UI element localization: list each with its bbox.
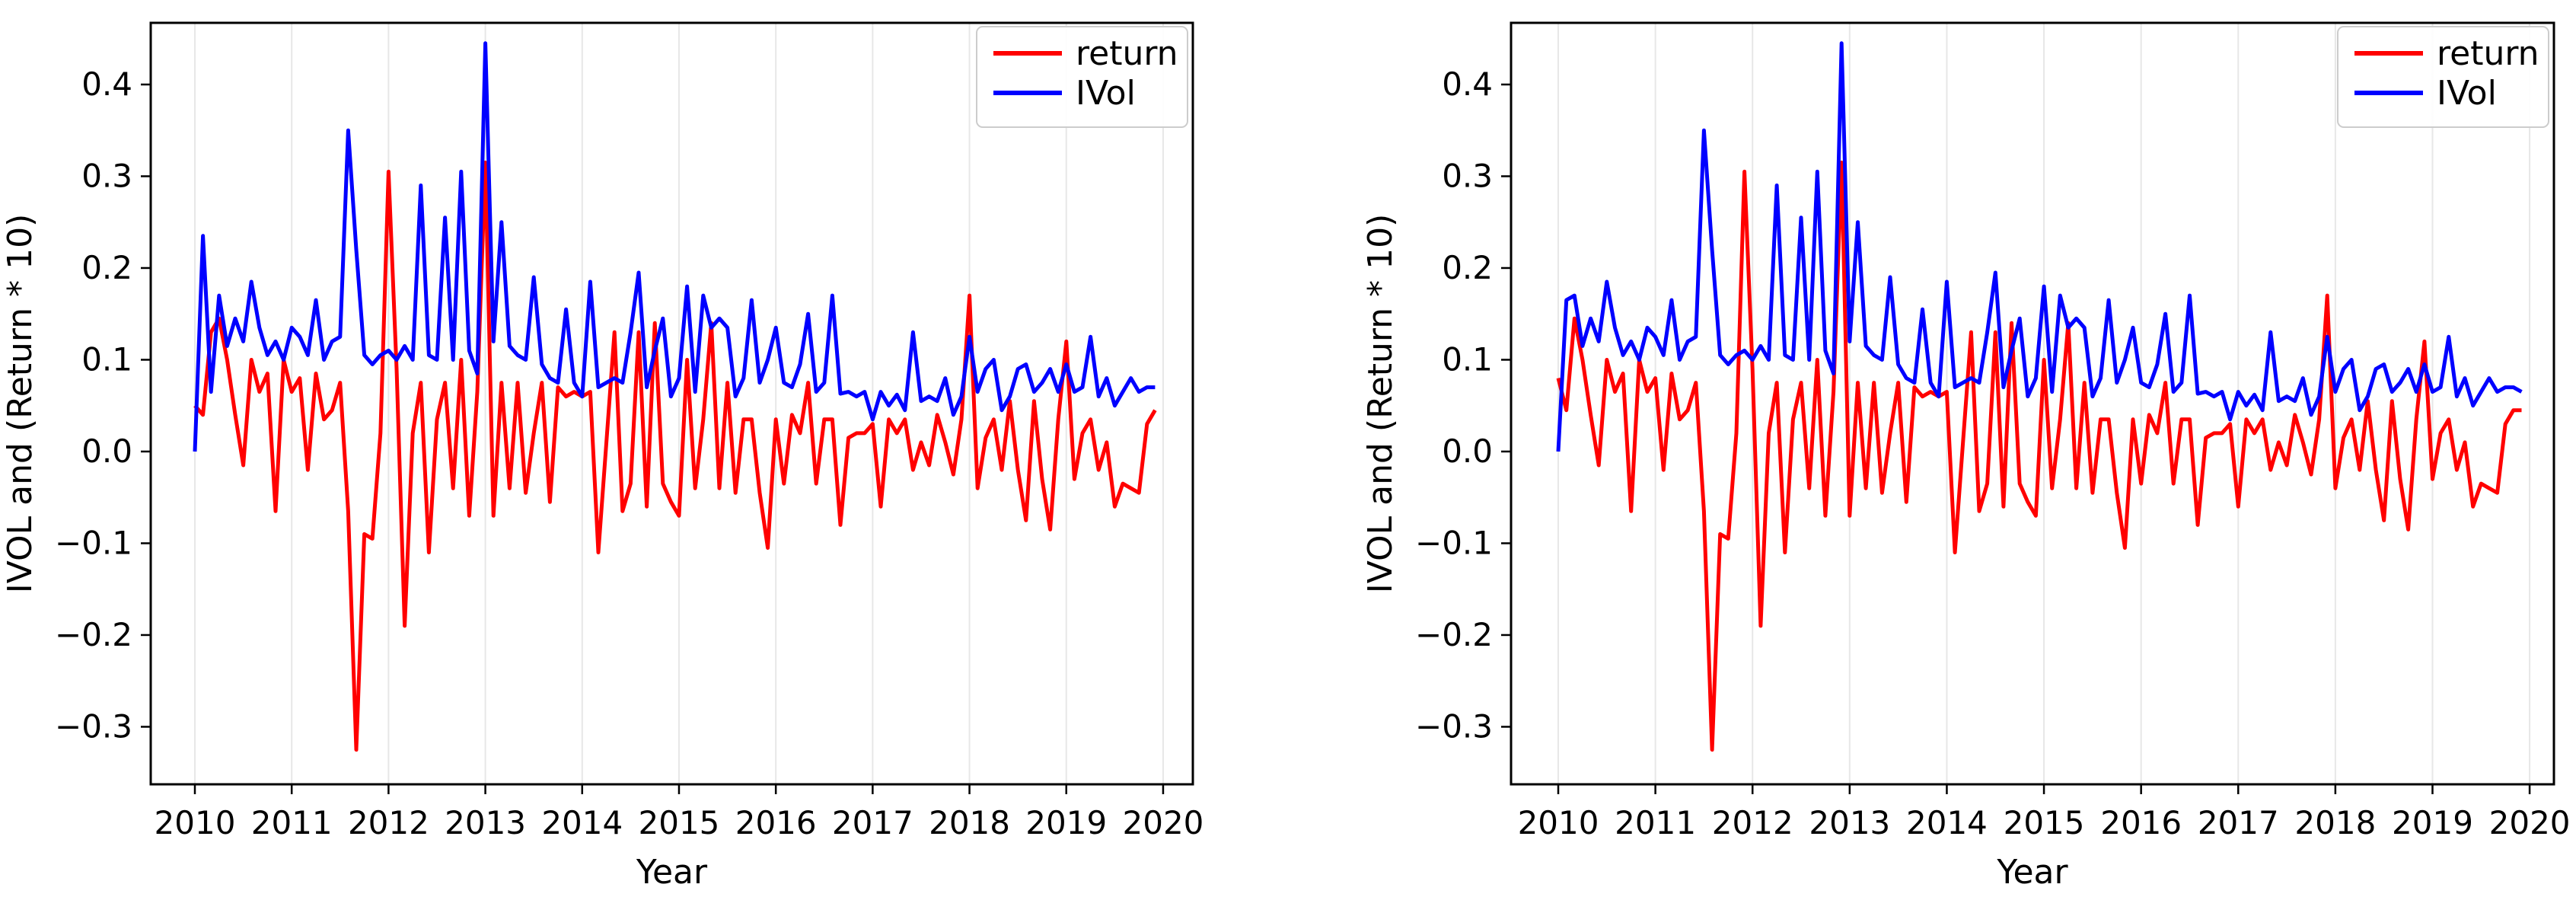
plot-border [1510,21,2555,786]
ivol-line [1556,41,2523,452]
y-tick-label: 0.2 [1442,249,1493,286]
y-tick-label: 0.4 [1442,65,1493,103]
x-tick-label: 2019 [2392,804,2473,841]
x-tick-label: 2012 [348,804,429,841]
right-chart-panel: 2010 2011 2012 2013 2014 2015 2016 2017 2018 2019… [1361,21,2571,892]
y-tick-label: −0.3 [1415,707,1493,745]
x-tick-label: 2013 [1809,804,1890,841]
x-axis-label: Year [636,853,708,892]
x-tick-label: 2013 [445,804,526,841]
x-tick-label: 2019 [1025,804,1107,841]
legend-label-ivol: IVol [2437,74,2497,113]
y-tick-label: −0.2 [55,616,132,653]
x-tick-label: 2015 [2004,804,2085,841]
x-tick-label: 2014 [541,804,623,841]
left-chart-panel: 2010 2011 2012 2013 2014 2015 2016 2017 2018 2019… [1,21,1204,892]
x-tick-label: 2016 [2100,804,2182,841]
x-tick-label: 2020 [1123,804,1204,841]
x-tick-label: 2010 [155,804,236,841]
y-tick-label: 0.1 [1442,340,1493,378]
ivol-line [193,41,1156,452]
x-tick-label: 2012 [1712,804,1793,841]
x-tick-label: 2015 [639,804,720,841]
y-tick-label: 0.0 [81,433,132,470]
legend-label-ivol: IVol [1076,74,1136,113]
y-tick-label: −0.3 [55,707,132,745]
y-tick-label: 0.2 [81,249,132,286]
legend-label-return: return [2437,34,2539,73]
x-tick-label: 2018 [929,804,1010,841]
x-tick-label: 2018 [2294,804,2376,841]
x-tick-label: 2010 [1518,804,1599,841]
legend-label-return: return [1076,34,1178,73]
return-line [193,160,1157,752]
y-tick-label: −0.2 [1415,616,1493,653]
y-tick-label: 0.4 [81,65,132,103]
x-tick-label: 2014 [1906,804,1988,841]
y-tick-label: −0.1 [55,524,132,561]
y-tick-label: 0.0 [1442,433,1493,470]
y-tick-label: 0.1 [81,340,132,378]
x-tick-label: 2017 [2198,804,2279,841]
y-tick-label: 0.3 [81,157,132,194]
y-axis-label: IVOL and (Return * 10) [1361,214,1400,594]
x-tick-label: 2017 [832,804,913,841]
x-tick-label: 2020 [2489,804,2571,841]
x-tick-label: 2011 [251,804,333,841]
y-axis-label: IVOL and (Return * 10) [1,214,40,594]
x-tick-label: 2016 [735,804,817,841]
x-axis-label: Year [1996,853,2068,892]
plot-border [149,21,1194,786]
x-tick-label: 2011 [1615,804,1696,841]
return-line [1556,160,2522,752]
y-tick-label: −0.1 [1415,524,1493,561]
y-tick-label: 0.3 [1442,157,1493,194]
